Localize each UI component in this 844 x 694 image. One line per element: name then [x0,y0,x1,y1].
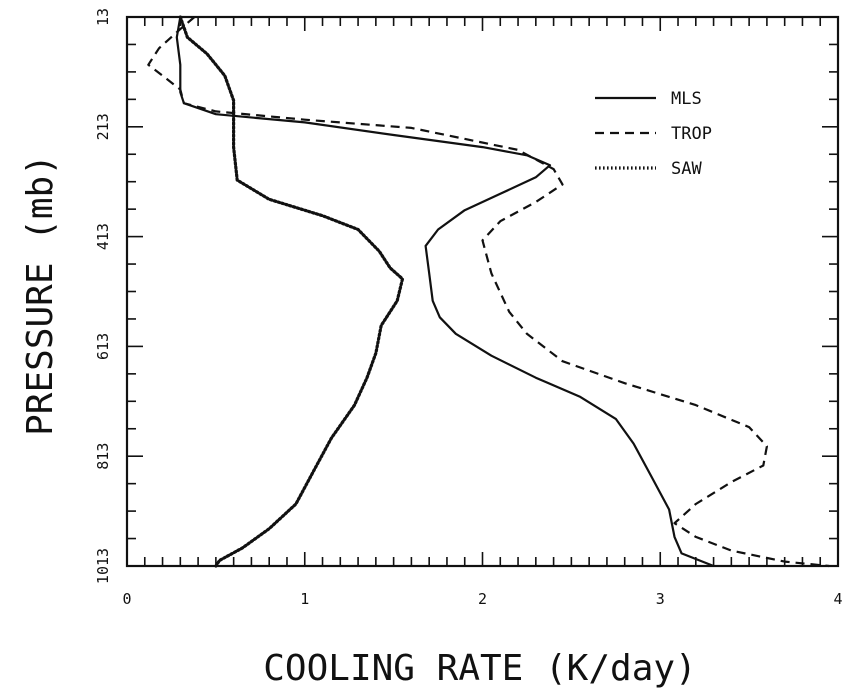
legend-label-trop: TROP [671,124,712,144]
x-tick-label: 3 [656,590,665,608]
y-tick-label: 13 [94,8,112,26]
legend-label-saw: SAW [671,159,702,179]
y-axis-title: PRESSURE (mb) [20,154,61,436]
series-layer [147,15,830,568]
series-line-saw [178,15,405,568]
x-tick-label: 0 [122,590,131,608]
y-tick-label: 613 [94,333,112,360]
x-tick-label: 2 [478,590,487,608]
y-tick-label: 813 [94,443,112,470]
y-tick-label: 1013 [94,548,112,584]
axis-ticks [126,16,839,567]
x-axis-title: COOLING RATE (K/day) [263,648,696,689]
series-line-trop [147,16,830,568]
legend-label-mls: MLS [671,89,702,109]
legend: MLS TROP SAW [595,89,712,179]
y-tick-label: 413 [94,223,112,250]
series-line-mls [175,16,715,568]
x-tick-labels: 0 1 2 3 4 [122,590,842,608]
y-tick-labels: 13 213 413 613 813 1013 [94,8,112,584]
x-tick-label: 4 [833,590,842,608]
y-tick-label: 213 [94,113,112,140]
x-tick-label: 1 [300,590,309,608]
